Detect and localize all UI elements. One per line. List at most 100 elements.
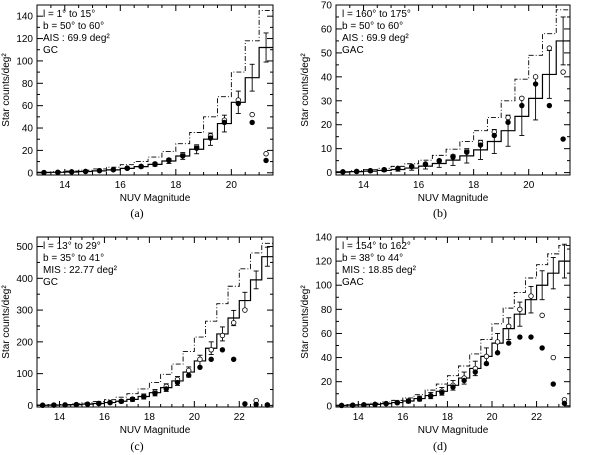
annotation-line: AIS : 69.9 deg² — [43, 33, 110, 44]
y-tick-label: 0 — [326, 401, 332, 412]
x-tick-label: 20 — [189, 412, 201, 423]
y-tick-label: 30 — [321, 96, 333, 107]
observed-point-filled — [39, 402, 46, 408]
observed-point-filled — [491, 132, 497, 139]
x-tick-label: 14 — [54, 412, 66, 423]
y-tick-label: 300 — [16, 306, 33, 317]
panel-a: 14 16 18 20 0 20 40 60 80 100 120 140 NUV Magnitude S… — [1, 4, 274, 204]
y-tick-label: 0 — [326, 168, 332, 179]
observed-point-filled — [422, 161, 429, 168]
y-tick-label: 0 — [27, 401, 33, 412]
observed-point-filled — [394, 399, 400, 406]
observed-point-open — [519, 95, 525, 102]
observed-point-filled — [561, 400, 568, 407]
observed-point-open — [208, 347, 214, 353]
observed-point-filled — [96, 400, 102, 407]
observed-point-filled — [55, 169, 61, 176]
y-tick-label: 140 — [16, 12, 33, 23]
caption-c: (c) — [130, 439, 143, 453]
observed-point-filled — [439, 389, 445, 396]
x-axis-label: NUV Magnitude — [418, 193, 489, 204]
observed-point-filled — [472, 369, 478, 375]
caption-a: (a) — [130, 206, 143, 220]
annotation-line: l = 160° to 175° — [342, 9, 411, 20]
observed-point-filled — [62, 402, 68, 408]
x-tick-label: 22 — [531, 412, 543, 423]
observed-point-open — [506, 323, 512, 329]
observed-point-open — [197, 356, 203, 363]
observed-point-filled — [163, 386, 169, 392]
observed-point-filled — [416, 396, 423, 402]
observed-point-filled — [96, 167, 103, 174]
observed-point-filled — [450, 154, 456, 160]
y-tick-label: 100 — [16, 369, 33, 380]
observed-point-filled — [505, 119, 511, 126]
observed-point-filled — [242, 401, 248, 407]
annotation-line: l = 1° to 15° — [43, 9, 95, 20]
x-tick-label: 22 — [234, 412, 246, 423]
x-axis-label: NUV Magnitude — [120, 193, 191, 204]
annotation-line: b = 50° to 60° — [342, 21, 403, 32]
y-tick-label: 500 — [16, 242, 33, 253]
observed-point-filled — [118, 398, 124, 404]
model-histogram-dashdot — [335, 244, 570, 406]
y-tick-label: 60 — [321, 24, 333, 35]
x-tick-label: 18 — [144, 412, 156, 423]
annotation-line: GC — [43, 277, 58, 288]
observed-point-filled — [528, 334, 534, 340]
observed-point-filled — [464, 149, 470, 155]
observed-point-open — [242, 307, 248, 313]
observed-point-filled — [107, 399, 113, 406]
observed-point-filled — [197, 364, 203, 370]
x-tick-label: 14 — [358, 180, 370, 191]
observed-point-filled — [483, 360, 490, 367]
model-histogram-solid — [335, 40, 570, 173]
x-tick-label: 14 — [59, 180, 71, 191]
x-tick-label: 16 — [397, 412, 409, 423]
observed-point-open — [539, 312, 545, 319]
caption-d: (d) — [433, 439, 447, 453]
observed-point-filled — [539, 345, 545, 351]
observed-point-filled — [219, 347, 226, 353]
observed-point-filled — [560, 136, 566, 142]
observed-point-filled — [263, 157, 269, 164]
observed-point-open — [186, 367, 192, 374]
y-tick-label: 60 — [321, 329, 333, 340]
observed-point-filled — [138, 163, 144, 170]
observed-point-filled — [477, 142, 484, 148]
y-tick-label: 70 — [321, 1, 333, 12]
observed-point-filled — [207, 135, 214, 141]
x-tick-label: 20 — [226, 180, 238, 191]
model-histogram-solid — [335, 260, 570, 407]
x-tick-label: 18 — [468, 180, 480, 191]
observed-point-filled — [41, 169, 47, 176]
observed-point-filled — [340, 169, 346, 175]
observed-point-open — [483, 353, 490, 360]
y-tick-label: 0 — [27, 168, 33, 179]
y-tick-label: 400 — [16, 274, 33, 285]
y-tick-label: 20 — [321, 377, 333, 388]
observed-point-open — [505, 114, 511, 121]
observed-point-filled — [532, 81, 539, 87]
observed-point-open — [550, 354, 556, 361]
y-tick-label: 80 — [321, 305, 333, 316]
observed-point-filled — [428, 393, 434, 399]
panel-c: 14 16 18 20 22 0 100 200 300 400 500 NUV Magnitude S… — [1, 236, 274, 436]
observed-point-filled — [494, 350, 501, 356]
observed-point-open — [517, 306, 523, 313]
observed-point-filled — [152, 390, 158, 397]
panel-d: 14 16 18 20 22 0 20 40 60 80 100 120 140 NUV Magnitud… — [300, 233, 571, 436]
y-tick-label: 10 — [321, 144, 333, 155]
observed-point-open — [532, 74, 539, 80]
y-tick-label: 80 — [22, 79, 34, 90]
observed-point-filled — [338, 402, 345, 409]
annotation-line: GC — [43, 45, 58, 56]
observed-point-filled — [235, 100, 241, 107]
model-histogram-dashdot — [36, 242, 273, 406]
observed-point-open — [560, 69, 566, 75]
y-tick-label: 50 — [321, 48, 333, 59]
observed-point-filled — [372, 401, 378, 408]
observed-point-filled — [110, 167, 117, 173]
observed-point-open — [263, 151, 269, 157]
x-axis-label: NUV Magnitude — [418, 425, 489, 436]
